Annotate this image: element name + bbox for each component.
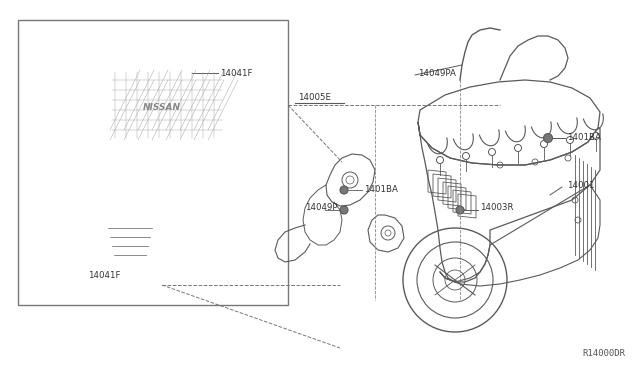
Circle shape bbox=[593, 132, 600, 140]
Text: 14049PA: 14049PA bbox=[418, 68, 456, 77]
Circle shape bbox=[515, 144, 522, 151]
Circle shape bbox=[340, 186, 348, 194]
Text: 14005E: 14005E bbox=[298, 93, 331, 103]
Circle shape bbox=[463, 153, 470, 160]
Bar bbox=[18, 20, 288, 305]
Text: 14049P: 14049P bbox=[305, 203, 337, 212]
Text: 14001: 14001 bbox=[567, 180, 595, 189]
Circle shape bbox=[543, 134, 552, 142]
Circle shape bbox=[541, 141, 547, 148]
Text: 14003R: 14003R bbox=[480, 203, 513, 212]
Text: 1401BA: 1401BA bbox=[364, 186, 398, 195]
Text: 14041F: 14041F bbox=[220, 68, 253, 77]
Circle shape bbox=[566, 137, 573, 144]
Circle shape bbox=[488, 148, 495, 155]
Circle shape bbox=[436, 157, 444, 164]
Circle shape bbox=[456, 206, 464, 214]
Text: NISSAN: NISSAN bbox=[143, 103, 181, 112]
Text: R14000DR: R14000DR bbox=[582, 349, 625, 358]
Text: 1401BA: 1401BA bbox=[567, 132, 601, 141]
Circle shape bbox=[340, 206, 348, 214]
Text: 14041F: 14041F bbox=[88, 270, 120, 279]
